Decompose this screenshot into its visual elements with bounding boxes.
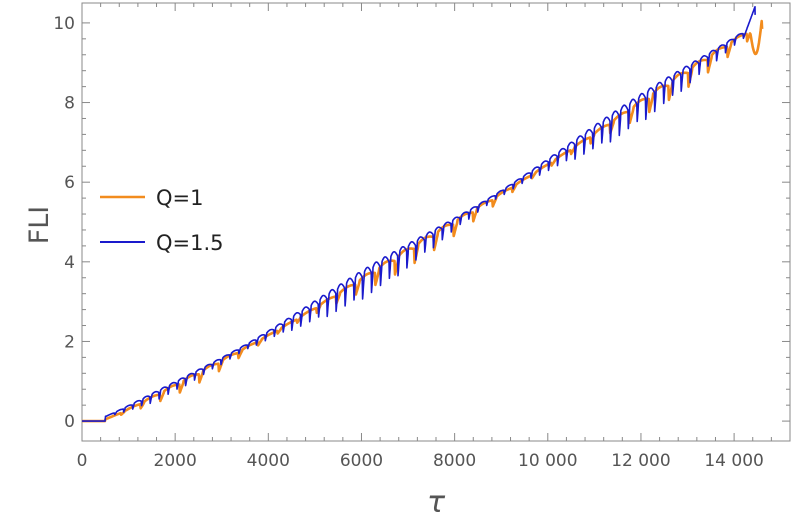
x-tick-label: 8000 [433, 451, 476, 471]
series-line-q15 [81, 6, 756, 422]
legend-label-q1: Q=1 [156, 186, 204, 210]
x-tick-label: 10 000 [518, 451, 577, 471]
x-tick-label: 14 000 [704, 451, 763, 471]
x-tick-label: 0 [77, 451, 88, 471]
y-tick-label: 10 [53, 14, 75, 34]
y-tick-label: 8 [64, 94, 75, 114]
series-line-q1 [81, 19, 764, 423]
tick-marks [81, 3, 790, 441]
x-tick-labels: 0 2000 4000 6000 8000 10 000 12 000 14 000 [77, 451, 764, 471]
y-tick-label: 0 [64, 412, 75, 432]
y-axis-label: FLI [24, 206, 55, 245]
legend: Q=1 Q=1.5 [100, 186, 224, 255]
x-tick-label: 4000 [247, 451, 290, 471]
x-tick-label: 6000 [340, 451, 383, 471]
y-tick-label: 4 [64, 253, 75, 273]
x-tick-label: 2000 [154, 451, 197, 471]
x-axis-label: τ [427, 485, 446, 520]
x-tick-label: 12 000 [611, 451, 670, 471]
legend-label-q15: Q=1.5 [156, 231, 224, 255]
y-tick-label: 2 [64, 332, 75, 352]
series-lines [81, 6, 764, 423]
y-tick-label: 6 [64, 173, 75, 193]
y-tick-labels: 0 2 4 6 8 10 [53, 14, 75, 432]
